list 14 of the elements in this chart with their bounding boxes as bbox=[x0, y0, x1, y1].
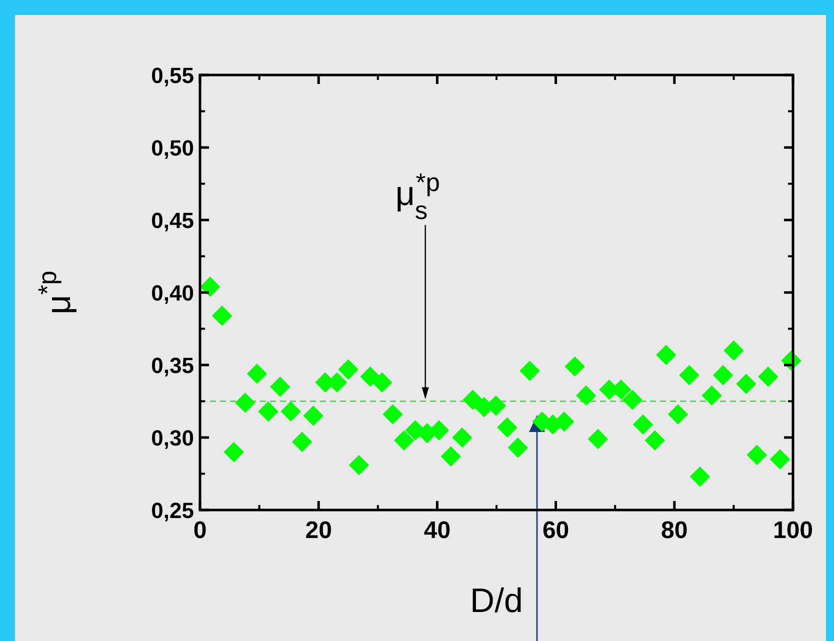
x-tick-label: 0 bbox=[193, 517, 207, 544]
x-tick-label: 40 bbox=[424, 517, 451, 544]
x-tick-label: 80 bbox=[661, 517, 688, 544]
y-tick-label: 0,55 bbox=[151, 63, 194, 88]
x-tick-label: 60 bbox=[542, 517, 570, 544]
x-axis-title: D/d bbox=[470, 582, 523, 620]
y-tick-label: 0,45 bbox=[151, 208, 194, 233]
x-tick-label: 20 bbox=[305, 517, 332, 544]
x-tick-label: 100 bbox=[772, 517, 814, 544]
y-tick-label: 0,50 bbox=[151, 136, 194, 160]
y-tick-label: 0,25 bbox=[151, 498, 194, 523]
y-tick-label: 0,35 bbox=[151, 353, 194, 378]
y-tick-label: 0,40 bbox=[151, 280, 194, 306]
y-tick-label: 0,30 bbox=[151, 426, 194, 450]
